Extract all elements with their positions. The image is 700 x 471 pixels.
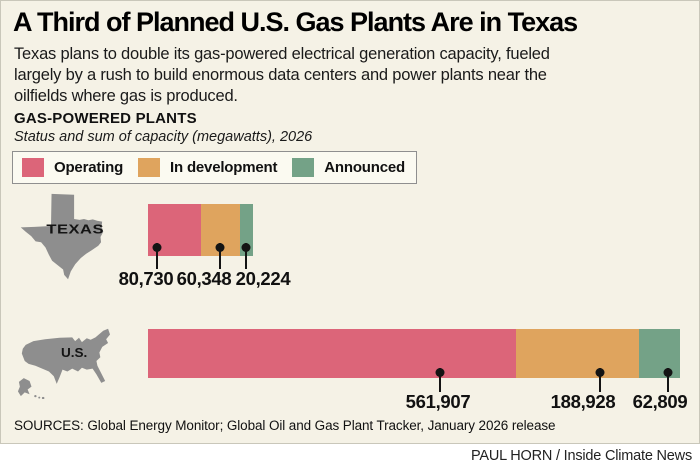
leader-line [152, 243, 162, 269]
legend-label: Announced [324, 159, 405, 176]
sources-note: SOURCES: Global Energy Monitor; Global O… [14, 418, 556, 433]
leader-line [663, 368, 673, 392]
legend-item-in-development: In development [138, 158, 277, 177]
marker-dot-icon [435, 368, 445, 377]
marker-dot-icon [595, 368, 605, 377]
us-operating-value: 561,907 [405, 391, 471, 412]
marker-dot-icon [215, 243, 225, 252]
subtitle-line: largely by a rush to build enormous data… [14, 66, 547, 84]
us-bar [148, 329, 681, 378]
subtitle-line: oilfields where gas is produced. [14, 87, 238, 105]
section-subheading: Status and sum of capacity (megawatts), … [14, 129, 313, 145]
us-in-development-value: 188,928 [550, 391, 616, 412]
legend: Operating In development Announced [12, 151, 417, 184]
page-title: A Third of Planned U.S. Gas Plants Are i… [13, 7, 578, 37]
leader-line [215, 243, 225, 269]
texas-announced-value: 20,224 [235, 268, 291, 289]
texas-map-label: TEXAS [46, 222, 104, 237]
marker-dot-icon [241, 243, 251, 252]
chart-subtitle: Texas plans to double its gas-powered el… [14, 44, 550, 107]
texas-map-icon: TEXAS [20, 193, 104, 280]
operating-swatch-icon [22, 158, 44, 177]
marker-dot-icon [663, 368, 673, 377]
leader-line [435, 368, 445, 392]
us-operating-segment [148, 329, 516, 378]
us-in-development-segment [515, 329, 640, 378]
legend-label: Operating [54, 159, 124, 176]
leader-line [241, 243, 251, 269]
us-announced-segment [639, 329, 681, 378]
texas-in-development-value: 60,348 [176, 268, 232, 289]
texas-bar [148, 204, 254, 256]
us-announced-value: 62,809 [632, 391, 688, 412]
in-development-swatch-icon [138, 158, 161, 177]
section-heading: GAS-POWERED PLANTS [14, 110, 197, 127]
legend-item-operating: Operating [22, 158, 123, 177]
announced-swatch-icon [292, 158, 315, 177]
leader-line [595, 368, 605, 392]
texas-operating-value: 80,730 [118, 268, 174, 289]
marker-dot-icon [152, 243, 162, 252]
us-map-label: U.S. [61, 345, 87, 360]
subtitle-line: Texas plans to double its gas-powered el… [14, 45, 550, 63]
us-map-icon: U.S. [17, 328, 111, 399]
credit-line: PAUL HORN / Inside Climate News [470, 448, 692, 464]
legend-item-announced: Announced [292, 158, 405, 177]
legend-label: In development [170, 159, 278, 176]
